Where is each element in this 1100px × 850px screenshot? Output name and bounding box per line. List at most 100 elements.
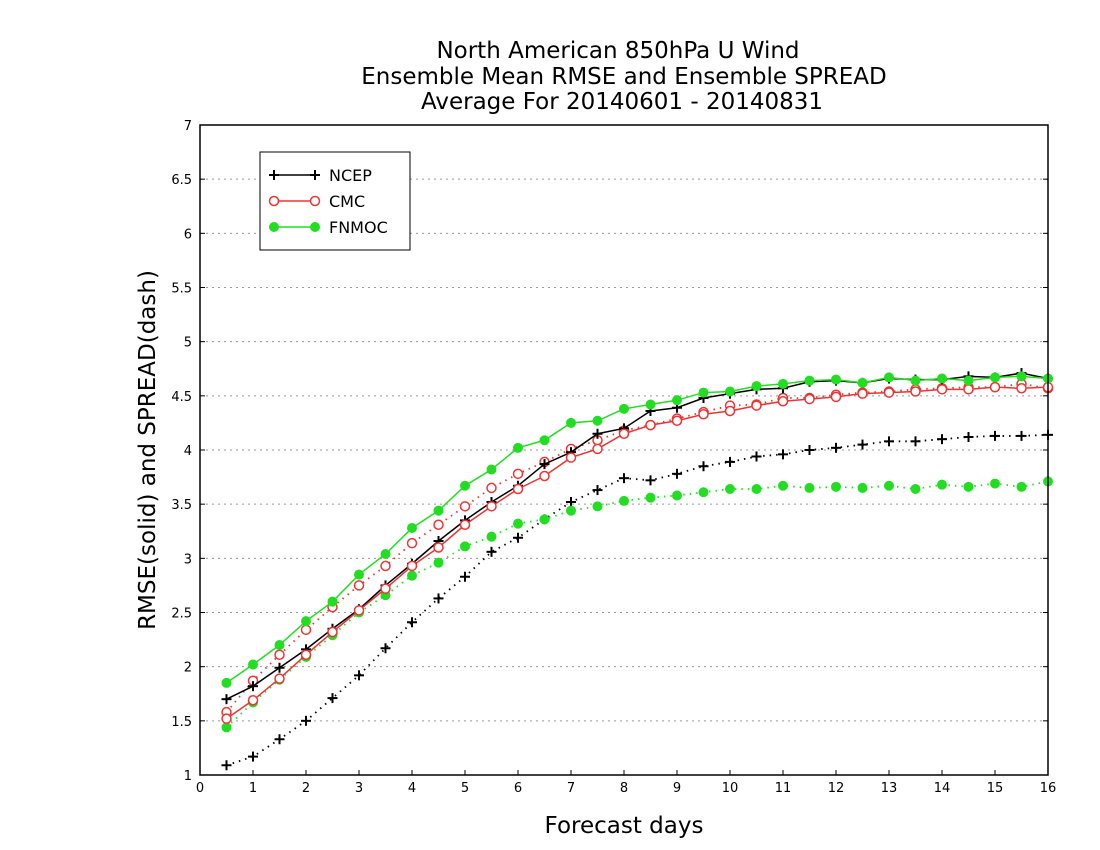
legend-item-cmc: CMC: [268, 192, 365, 211]
data-point: [645, 475, 656, 486]
data-point: [963, 481, 974, 492]
data-point: [460, 480, 470, 491]
data-point: [777, 396, 789, 407]
y-tick-label: 1.5: [171, 715, 192, 730]
legend: NCEP CMC FNMOC: [259, 151, 411, 251]
data-point: [539, 435, 550, 446]
data-point: [910, 386, 921, 397]
data-point: [327, 596, 338, 607]
series-ncep-spread: [221, 429, 1053, 771]
data-point: [592, 485, 603, 496]
data-point: [937, 434, 947, 445]
data-point: [539, 459, 550, 470]
data-point: [566, 505, 576, 516]
data-point: [830, 391, 842, 403]
data-point: [751, 451, 762, 462]
data-point: [619, 495, 629, 506]
data-point: [698, 409, 709, 420]
x-tick-label: 6: [514, 781, 522, 796]
data-point: [884, 372, 894, 383]
data-point: [672, 395, 682, 406]
data-point: [513, 442, 523, 453]
data-point: [380, 549, 391, 559]
data-point: [565, 452, 577, 463]
data-point: [989, 381, 1001, 393]
data-point: [804, 393, 815, 405]
chart-title-line-1: North American 850hPa U Wind: [436, 38, 799, 64]
data-point: [460, 571, 470, 582]
y-tick-label: 4.5: [171, 390, 192, 405]
data-point: [486, 464, 497, 475]
data-point: [963, 384, 974, 395]
data-point: [407, 523, 417, 533]
data-point: [778, 480, 788, 491]
data-point: [512, 468, 524, 480]
data-point: [910, 484, 921, 494]
data-point: [910, 375, 921, 386]
data-point: [990, 478, 1000, 489]
chart-title-line-3: Average For 20140601 - 20140831: [421, 89, 823, 115]
y-tick-label: 7: [184, 119, 192, 134]
y-tick-label: 1: [184, 769, 192, 784]
x-tick-label: 8: [620, 781, 628, 796]
x-tick-label: 12: [828, 781, 845, 796]
data-point: [566, 417, 576, 428]
data-point: [619, 403, 629, 414]
data-point: [406, 537, 418, 549]
series-line: [225, 383, 1049, 713]
data-point: [698, 387, 709, 398]
data-point: [274, 673, 285, 684]
gridlines: [200, 178, 1048, 722]
data-point: [910, 436, 921, 447]
x-tick-label: 3: [355, 781, 363, 796]
data-point: [433, 542, 444, 553]
legend-marker: [268, 195, 280, 207]
data-point: [1016, 371, 1027, 382]
legend-label: CMC: [329, 192, 365, 211]
data-point: [301, 616, 311, 627]
data-point: [380, 560, 391, 572]
data-point: [248, 659, 258, 670]
legend-items: NCEP CMC FNMOC: [268, 166, 388, 237]
series-cmc-rmse: [221, 381, 1054, 724]
data-point: [751, 400, 762, 411]
x-tick-label: 11: [775, 781, 792, 796]
data-point: [592, 428, 603, 439]
x-tick-label: 14: [934, 781, 951, 796]
data-point: [963, 432, 974, 442]
series-fnmoc-rmse: [221, 371, 1053, 688]
data-point: [327, 626, 338, 638]
data-point: [539, 470, 550, 482]
data-point: [248, 751, 258, 762]
data-point: [698, 487, 709, 498]
legend-label: NCEP: [329, 166, 372, 185]
data-point: [831, 442, 841, 453]
y-tick-label: 5.5: [171, 282, 192, 297]
data-point: [645, 492, 656, 503]
data-point: [380, 583, 391, 594]
series-line: [226, 375, 1049, 684]
x-tick-label: 1: [249, 781, 257, 796]
data-point: [221, 713, 232, 724]
data-point: [274, 649, 285, 660]
data-point: [566, 497, 576, 507]
data-point: [724, 405, 736, 417]
y-tick-label: 2: [184, 661, 192, 676]
data-point: [804, 482, 815, 493]
series-line: [226, 433, 1049, 767]
data-point: [407, 570, 417, 581]
data-point: [857, 439, 868, 450]
data-point: [353, 605, 365, 616]
data-point: [221, 722, 232, 733]
legend-item-ncep: NCEP: [269, 166, 372, 185]
data-point: [539, 514, 550, 525]
data-point: [433, 505, 444, 516]
data-point: [221, 677, 232, 688]
legend-marker: [309, 195, 321, 207]
data-point: [936, 384, 948, 395]
data-point: [274, 734, 285, 745]
x-tick-label: 15: [987, 781, 1004, 796]
legend-item-fnmoc: FNMOC: [269, 218, 388, 237]
series-layer: [221, 368, 1054, 771]
data-point: [857, 482, 868, 493]
